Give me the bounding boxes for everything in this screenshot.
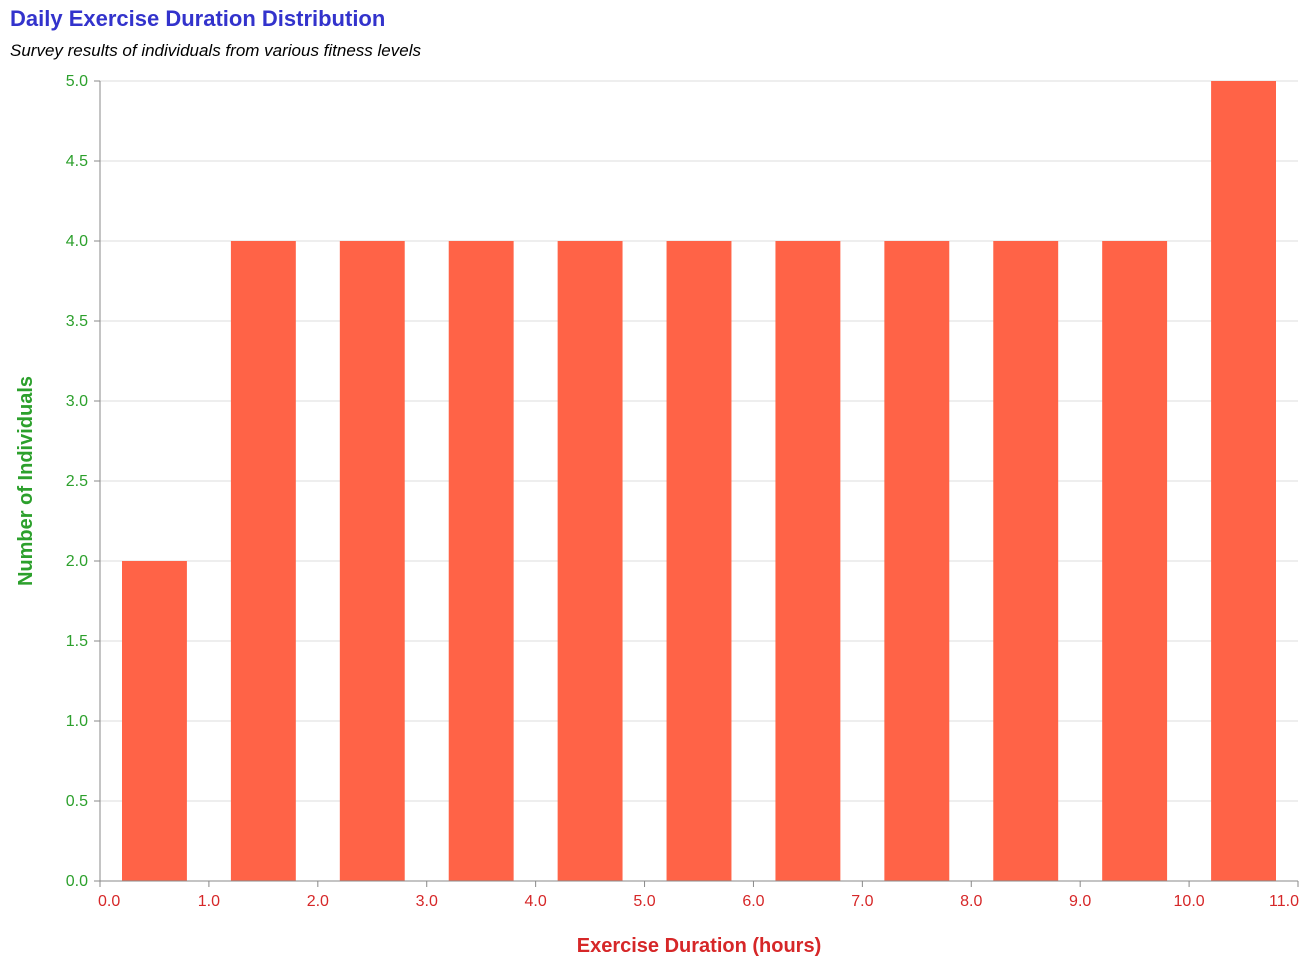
histogram-bar xyxy=(1102,241,1168,881)
histogram-bar xyxy=(557,241,623,881)
y-tick-label: 1.0 xyxy=(66,713,88,730)
x-tick-label: 10.0 xyxy=(1174,893,1205,910)
histogram-bar xyxy=(993,241,1059,881)
y-tick-label: 5.0 xyxy=(66,73,88,90)
x-tick-label: 7.0 xyxy=(851,893,873,910)
y-tick-label: 3.0 xyxy=(66,393,88,410)
x-tick-label: 9.0 xyxy=(1069,893,1091,910)
x-tick-label: 11.0 xyxy=(1269,893,1299,910)
histogram-bar xyxy=(666,241,732,881)
chart-title: Daily Exercise Duration Distribution xyxy=(10,6,386,31)
histogram-bar xyxy=(448,241,514,881)
x-tick-label: 8.0 xyxy=(960,893,982,910)
y-tick-label: 4.5 xyxy=(66,153,88,170)
histogram-bar xyxy=(884,241,950,881)
x-axis-ticks: 0.0 1.0 2.0 3.0 4.0 5.0 6.0 7.0 8.0 9.0 10.0 11.0 xyxy=(98,881,1299,910)
y-tick-label: 2.0 xyxy=(66,553,88,570)
histogram-bars xyxy=(122,81,1276,881)
chart-subtitle: Survey results of individuals from vario… xyxy=(10,41,421,60)
histogram-bar xyxy=(1211,81,1276,881)
y-tick-label: 0.0 xyxy=(66,873,88,890)
y-tick-label: 0.5 xyxy=(66,793,88,810)
y-tick-label: 3.5 xyxy=(66,313,88,330)
y-axis-ticks: 0.0 0.5 1.0 1.5 2.0 2.5 3.0 3.5 4.0 4.5 5.0 xyxy=(66,73,100,890)
histogram-bar xyxy=(339,241,405,881)
histogram-bar xyxy=(230,241,296,881)
histogram-bar xyxy=(775,241,841,881)
x-tick-label: 2.0 xyxy=(307,893,329,910)
x-tick-label: 1.0 xyxy=(198,893,220,910)
y-axis-title: Number of Individuals xyxy=(15,376,37,586)
x-axis-title: Exercise Duration (hours) xyxy=(577,935,822,957)
x-tick-label: 0.0 xyxy=(98,893,120,910)
x-tick-label: 3.0 xyxy=(416,893,438,910)
x-tick-label: 4.0 xyxy=(525,893,547,910)
histogram-bar xyxy=(122,561,187,881)
x-tick-label: 5.0 xyxy=(633,893,655,910)
y-tick-label: 4.0 xyxy=(66,233,88,250)
y-tick-label: 2.5 xyxy=(66,473,88,490)
x-tick-label: 6.0 xyxy=(742,893,764,910)
y-tick-label: 1.5 xyxy=(66,633,88,650)
